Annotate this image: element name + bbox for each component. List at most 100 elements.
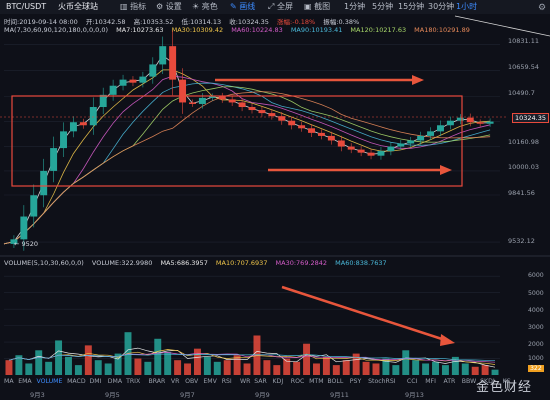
volume-bar[interactable] — [213, 361, 221, 375]
volume-bar[interactable] — [104, 363, 112, 375]
volume-bar[interactable] — [5, 360, 13, 375]
indicator-tab-emv[interactable]: EMV — [203, 378, 217, 385]
candle[interactable] — [337, 140, 345, 147]
indicator-tab-sar[interactable]: SAR — [254, 378, 267, 385]
candle[interactable] — [189, 102, 196, 104]
candle[interactable] — [69, 122, 77, 132]
volume-bar[interactable] — [461, 363, 469, 375]
candle[interactable] — [129, 79, 137, 83]
candle[interactable] — [268, 113, 276, 117]
volume-bar[interactable] — [491, 369, 499, 375]
candle[interactable] — [437, 125, 444, 132]
volume-bar[interactable] — [74, 365, 82, 375]
candle[interactable] — [308, 128, 315, 133]
screenshot-button[interactable]: ▣ 截图 — [304, 2, 331, 11]
candle[interactable] — [179, 79, 187, 103]
indicator-tab-atr[interactable]: ATR — [443, 378, 456, 385]
period-5m[interactable]: 5分钟 — [372, 2, 394, 11]
volume-bar[interactable] — [144, 361, 152, 375]
candle[interactable] — [456, 117, 464, 121]
volume-bar[interactable] — [25, 363, 33, 375]
candle[interactable] — [417, 135, 425, 141]
indicator-tab-macd[interactable]: MACD — [67, 378, 86, 385]
period-15m[interactable]: 15分钟 — [398, 2, 425, 11]
indicator-tab-psy[interactable]: PSY — [349, 378, 362, 385]
volume-bar[interactable] — [352, 353, 360, 375]
volume-bar[interactable] — [84, 345, 92, 375]
candle[interactable] — [377, 151, 385, 156]
indicator-tab-kc[interactable]: KC — [502, 378, 511, 385]
indicator-tab-trix[interactable]: TRIX — [126, 378, 141, 385]
volume-bar[interactable] — [15, 355, 23, 375]
volume-bar[interactable] — [412, 360, 420, 375]
volume-bar[interactable] — [35, 350, 43, 375]
indicator-button[interactable]: ▥ 指标 — [120, 2, 147, 11]
period-30m[interactable]: 30分钟 — [428, 2, 455, 11]
candle[interactable] — [238, 102, 246, 108]
candle[interactable] — [446, 120, 454, 126]
candle[interactable] — [119, 79, 127, 86]
volume-bar[interactable] — [283, 358, 291, 375]
candle[interactable] — [248, 107, 256, 111]
volume-bar[interactable] — [94, 360, 102, 375]
volume-bar[interactable] — [114, 353, 122, 375]
candle[interactable] — [109, 85, 117, 95]
light-theme-button[interactable]: ☀ 亮色 — [192, 2, 218, 11]
candle[interactable] — [89, 107, 97, 126]
candle[interactable] — [258, 110, 266, 114]
volume-bar[interactable] — [164, 351, 172, 375]
volume-bar[interactable] — [193, 348, 201, 375]
candle[interactable] — [149, 64, 157, 77]
candle[interactable] — [198, 97, 206, 104]
gear-icon[interactable]: ⚙ — [538, 3, 547, 13]
volume-bar[interactable] — [362, 361, 370, 375]
fullscreen-button[interactable]: ⤢ 全屏 — [268, 2, 293, 11]
candle[interactable] — [159, 46, 167, 65]
candle[interactable] — [169, 46, 177, 80]
candle[interactable] — [99, 94, 107, 108]
candle[interactable] — [60, 131, 67, 149]
volume-bar[interactable] — [471, 366, 479, 375]
indicator-tab-cci[interactable]: CCI — [406, 378, 418, 385]
volume-bar[interactable] — [45, 361, 53, 375]
period-1m[interactable]: 1分钟 — [344, 2, 366, 11]
volume-bar[interactable] — [422, 363, 430, 375]
indicator-tab-ema[interactable]: EMA — [18, 378, 32, 385]
indicator-tab-roc[interactable]: ROC — [290, 378, 305, 385]
settings-button[interactable]: ⚙ 设置 — [156, 2, 182, 11]
candle[interactable] — [387, 146, 395, 152]
volume-bar[interactable] — [134, 358, 142, 375]
volume-bar[interactable] — [332, 365, 340, 375]
indicator-tab-ma[interactable]: MA — [4, 378, 14, 385]
indicator-tab-dma[interactable]: DMA — [107, 378, 123, 385]
volume-bar[interactable] — [174, 360, 182, 375]
indicator-tab-bbw[interactable]: BBW — [461, 378, 477, 385]
volume-bar[interactable] — [382, 358, 390, 375]
candle[interactable] — [79, 122, 87, 126]
volume-bar[interactable] — [392, 365, 400, 375]
candle[interactable] — [367, 152, 375, 156]
candle[interactable] — [288, 120, 296, 126]
candle[interactable] — [397, 143, 405, 147]
volume-bar[interactable] — [402, 350, 410, 375]
indicator-tab-volume[interactable]: VOLUME — [36, 378, 63, 385]
volume-bar[interactable] — [432, 361, 439, 375]
candle[interactable] — [357, 149, 365, 153]
candle[interactable] — [317, 132, 325, 136]
candle[interactable] — [278, 116, 286, 121]
volume-bar[interactable] — [243, 363, 251, 375]
volume-bar[interactable] — [233, 355, 241, 375]
candle[interactable] — [228, 99, 236, 103]
indicator-tab-rsi[interactable]: RSI — [221, 378, 232, 385]
indicator-tab-kdj[interactable]: KDJ — [272, 378, 284, 385]
indicator-tab-skdj[interactable]: SKDJ — [480, 378, 495, 385]
pair-title[interactable]: BTC/USDT — [6, 2, 47, 11]
volume-bar[interactable] — [322, 356, 330, 375]
volume-bar[interactable] — [451, 356, 459, 375]
indicator-tab-stochrsi[interactable]: StochRSI — [368, 378, 396, 385]
candle[interactable] — [466, 117, 474, 123]
volume-bar[interactable] — [303, 343, 311, 375]
indicator-tab-brar[interactable]: BRAR — [148, 378, 166, 385]
volume-bar[interactable] — [441, 365, 449, 375]
